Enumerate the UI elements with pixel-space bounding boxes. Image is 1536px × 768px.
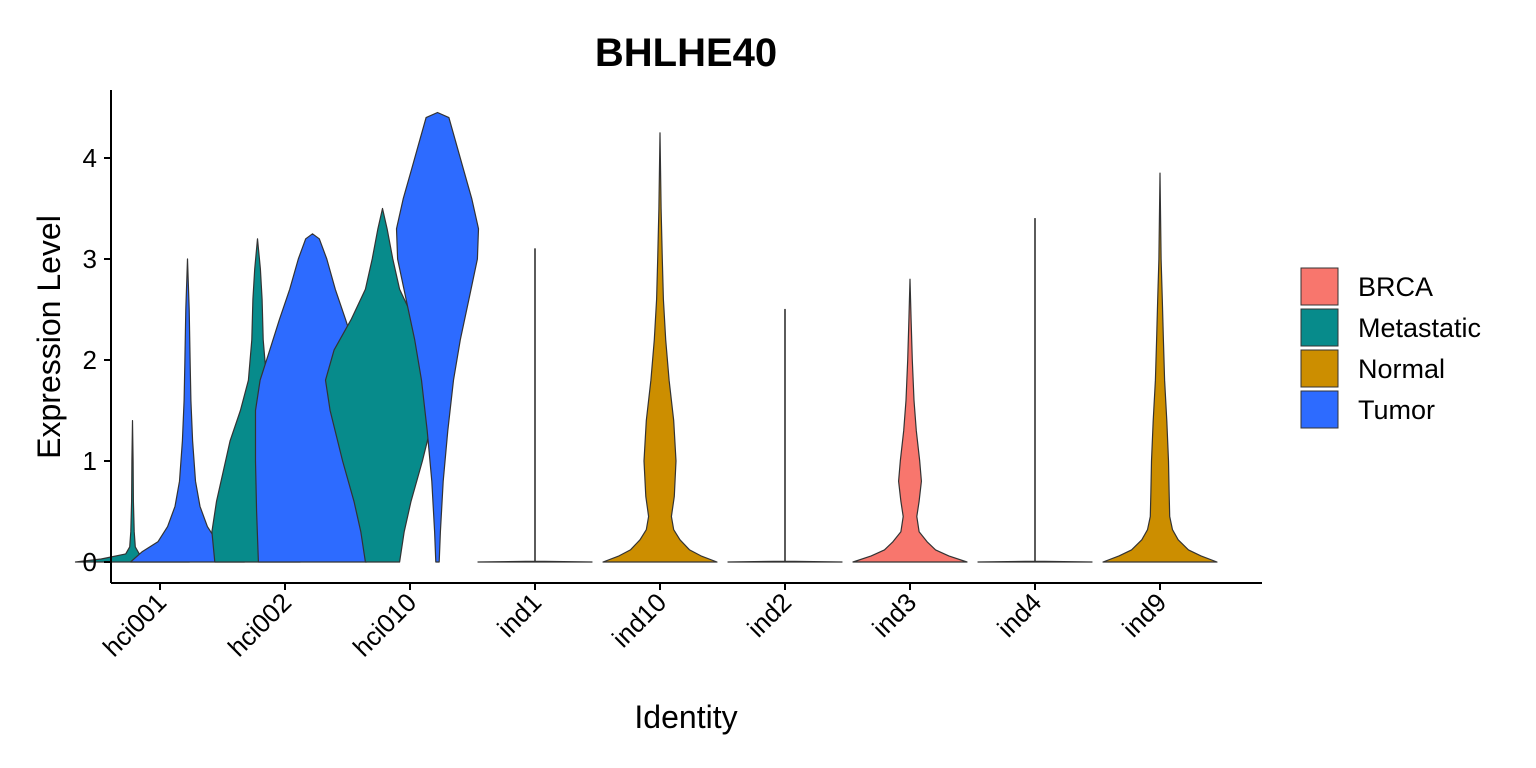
violin-hci001-tumor: [129, 258, 246, 563]
legend-label-tumor: Tumor: [1358, 395, 1435, 425]
x-tick-label-hci010: hci010: [347, 587, 422, 662]
legend-label-metastatic: Metastatic: [1358, 313, 1481, 343]
x-tick-label-ind10: ind10: [606, 587, 672, 653]
x-tick-label-ind3: ind3: [866, 587, 922, 643]
x-tick-label-ind9: ind9: [1116, 587, 1172, 643]
violin-ind9-normal: [1102, 172, 1218, 563]
legend-key-brca: [1300, 267, 1339, 306]
violin-ind10-normal: [602, 132, 718, 563]
y-tick-label: 3: [83, 244, 97, 274]
legend-key-normal: [1300, 349, 1339, 388]
legend-key-tumor: [1300, 390, 1339, 429]
legend-label-brca: BRCA: [1358, 272, 1433, 302]
violin-ind2-normal: [727, 308, 843, 563]
violin-ind3-brca: [852, 278, 968, 563]
x-tick-label-ind4: ind4: [991, 587, 1047, 643]
violin-hci010-tumor: [395, 111, 480, 563]
plot-area: [74, 111, 1218, 563]
legend-key-metastatic: [1300, 308, 1339, 347]
y-axis-ticks: 0 1 2 3 4: [83, 143, 111, 577]
violin-hci001-metastatic: [74, 420, 191, 563]
y-axis-title: Expression Level: [31, 215, 67, 459]
x-axis-ticks: hci001 hci002 hci010 ind1 ind10 ind2 ind3 ind4 i…: [97, 583, 1172, 662]
y-tick-label: 1: [83, 446, 97, 476]
x-tick-label-hci002: hci002: [222, 587, 297, 662]
legend-label-normal: Normal: [1358, 354, 1445, 384]
x-tick-label-ind2: ind2: [741, 587, 797, 643]
violin-ind1-normal: [477, 248, 593, 563]
chart-title: BHLHE40: [595, 31, 777, 75]
y-tick-label: 4: [83, 143, 97, 173]
x-tick-label-hci001: hci001: [97, 587, 172, 662]
y-tick-label: 2: [83, 345, 97, 375]
legend: BRCA Metastatic Normal Tumor: [1300, 267, 1481, 429]
x-tick-label-ind1: ind1: [491, 587, 547, 643]
violin-ind4-normal: [977, 218, 1093, 563]
y-tick-label: 0: [83, 547, 97, 577]
x-axis-title: Identity: [634, 699, 737, 735]
